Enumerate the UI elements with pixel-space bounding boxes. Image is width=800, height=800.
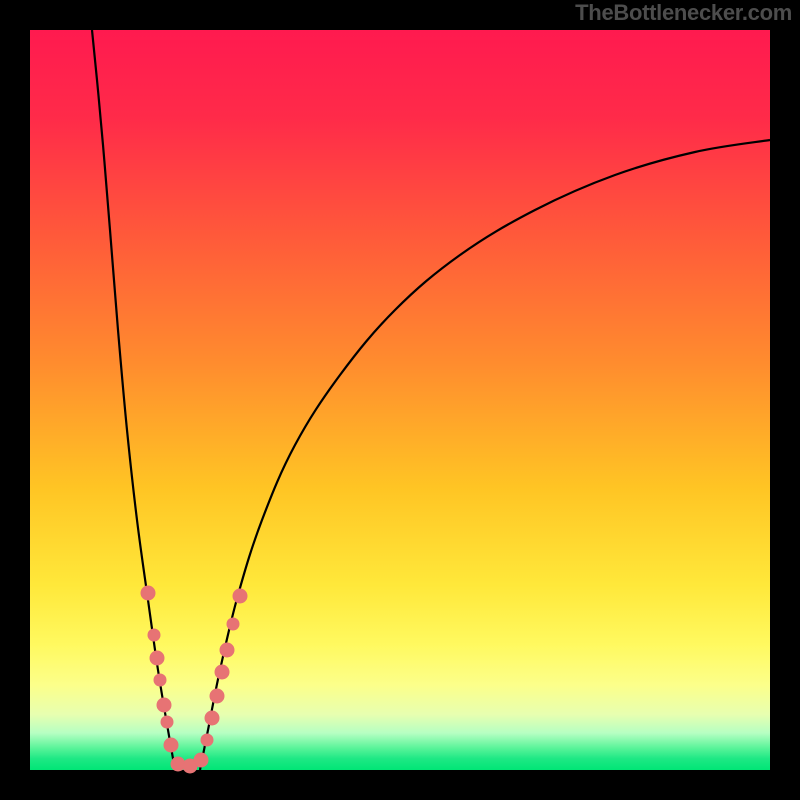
- data-marker: [148, 629, 160, 641]
- data-marker: [201, 734, 213, 746]
- chart-svg: [0, 0, 800, 800]
- data-marker: [164, 738, 178, 752]
- data-marker: [194, 753, 208, 767]
- data-marker: [215, 665, 229, 679]
- data-marker: [154, 674, 166, 686]
- watermark-text: TheBottlenecker.com: [575, 0, 792, 26]
- chart-canvas: TheBottlenecker.com: [0, 0, 800, 800]
- data-marker: [220, 643, 234, 657]
- data-marker: [157, 698, 171, 712]
- data-marker: [161, 716, 173, 728]
- data-marker: [233, 589, 247, 603]
- data-marker: [205, 711, 219, 725]
- data-marker: [141, 586, 155, 600]
- data-marker: [150, 651, 164, 665]
- data-marker: [227, 618, 239, 630]
- plot-area: [30, 30, 770, 770]
- data-marker: [210, 689, 224, 703]
